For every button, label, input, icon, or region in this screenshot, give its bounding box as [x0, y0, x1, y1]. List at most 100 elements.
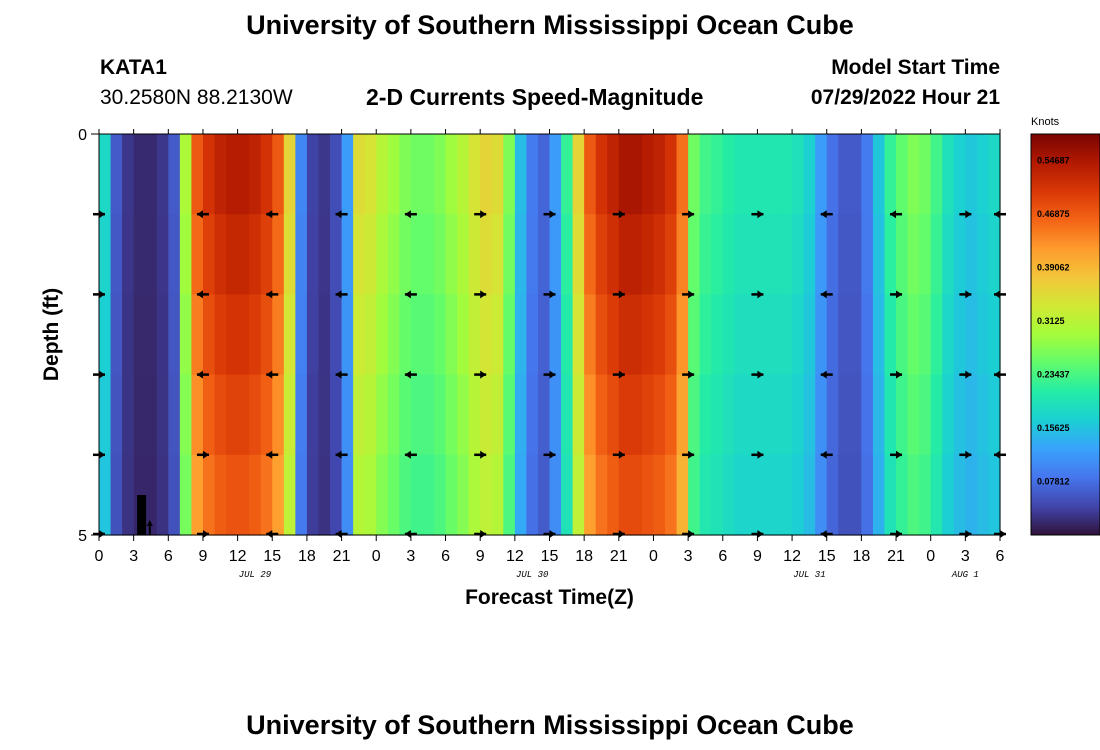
heatmap-cell [584, 454, 597, 536]
colorbar-tick-label: 0.07812 [1037, 477, 1070, 487]
heatmap-cell [942, 454, 955, 536]
velocity-arrow [196, 210, 209, 219]
heatmap-cell [711, 454, 724, 536]
x-tick-label: 12 [783, 548, 801, 565]
heatmap-cell [341, 454, 354, 536]
heatmap-cell [99, 134, 112, 215]
heatmap-cell [457, 454, 470, 536]
heatmap-cell [249, 294, 262, 376]
heatmap-cell [665, 214, 678, 295]
velocity-arrow [890, 370, 903, 379]
velocity-arrow [543, 530, 556, 538]
velocity-arrow [266, 530, 279, 538]
heatmap-cell [387, 374, 400, 456]
heatmap-cell [122, 454, 135, 536]
heatmap-cell [896, 294, 909, 376]
velocity-arrow [335, 530, 348, 538]
heatmap-cell [433, 454, 447, 536]
heatmap-cell [872, 454, 886, 536]
heatmap-cell [618, 374, 631, 456]
heatmap-cell [318, 134, 331, 215]
heatmap-cell [110, 454, 123, 536]
heatmap-cell [191, 294, 204, 376]
velocity-arrow [335, 450, 348, 459]
heatmap-cell [457, 134, 470, 215]
heatmap-cell [537, 134, 551, 215]
heatmap-cell [272, 134, 285, 215]
heatmap-cell [641, 374, 655, 456]
heatmap-cell [376, 214, 389, 295]
y-axis-label: Depth (ft) [40, 288, 63, 381]
heatmap-cell [214, 454, 227, 536]
heatmap-cell [896, 134, 909, 215]
heatmap-cell [306, 294, 320, 376]
heatmap-cell [410, 294, 424, 376]
velocity-arrow [612, 450, 625, 459]
heatmap-cell [491, 134, 504, 215]
heatmap-cell [214, 214, 227, 295]
heatmap-cell [792, 454, 805, 536]
heatmap-cell [191, 374, 204, 456]
heatmap-cell [641, 294, 655, 376]
heatmap-cell [803, 454, 816, 536]
heatmap-cell [341, 294, 354, 376]
x-tick-label: 3 [129, 548, 138, 565]
heatmap-cell [976, 374, 990, 456]
heatmap-cell [399, 374, 412, 456]
velocity-arrow [543, 450, 556, 459]
heatmap-cell [168, 454, 181, 536]
heatmap-cell [676, 134, 689, 215]
heatmap-cell [537, 214, 551, 295]
heatmap-cell [965, 454, 978, 536]
heatmap-cell [872, 374, 886, 456]
heatmap-cell [364, 294, 377, 376]
heatmap-cell [295, 374, 308, 456]
heatmap-cell [526, 134, 539, 215]
heatmap-cell [226, 214, 239, 295]
heatmap-cell [872, 134, 886, 215]
heatmap-cell [330, 294, 343, 376]
heatmap-cell [122, 134, 135, 215]
heatmap-cell [896, 214, 909, 295]
heatmap-cell [630, 374, 643, 456]
velocity-arrow [959, 530, 972, 538]
velocity-arrow [335, 370, 348, 379]
heatmap-cell [110, 214, 123, 295]
heatmap-cell [191, 214, 204, 295]
heatmap-cell [110, 134, 123, 215]
heatmap-cell [584, 374, 597, 456]
heatmap-cell [537, 294, 551, 376]
heatmap-cell [295, 454, 308, 536]
heatmap-cell [468, 454, 481, 536]
heatmap-cell [99, 454, 112, 536]
heatmap-cell [919, 294, 932, 376]
heatmap-cell [249, 454, 262, 536]
heatmap-cell [122, 214, 135, 295]
heatmap-cell [422, 294, 435, 376]
heatmap-cell [295, 294, 308, 376]
velocity-arrow [820, 450, 833, 459]
x-tick-label: 9 [199, 548, 208, 565]
colorbar-tick-label: 0.3125 [1037, 316, 1065, 326]
heatmap-cell [422, 374, 435, 456]
heatmap-cell [295, 214, 308, 295]
heatmap-cell [838, 374, 851, 456]
heatmap-cell [815, 214, 828, 295]
y-tick-label: 0 [78, 127, 87, 144]
heatmap-cell [214, 294, 227, 376]
model-start-label: Model Start Time [831, 56, 1000, 79]
heatmap-cell [480, 294, 493, 376]
heatmap-cell [607, 214, 620, 295]
velocity-arrow [751, 290, 764, 299]
colorbar-tick-label: 0.39062 [1037, 263, 1070, 273]
heatmap-cell [168, 134, 181, 215]
heatmap-cell [768, 374, 782, 456]
heatmap-cell [260, 374, 273, 456]
velocity-arrow [820, 210, 833, 219]
velocity-arrow [196, 450, 209, 459]
x-tick-label: 6 [718, 548, 727, 565]
heatmap-cell [688, 214, 701, 295]
velocity-arrow [404, 530, 417, 538]
heatmap-cell [99, 374, 112, 456]
heatmap-cell [260, 134, 273, 215]
